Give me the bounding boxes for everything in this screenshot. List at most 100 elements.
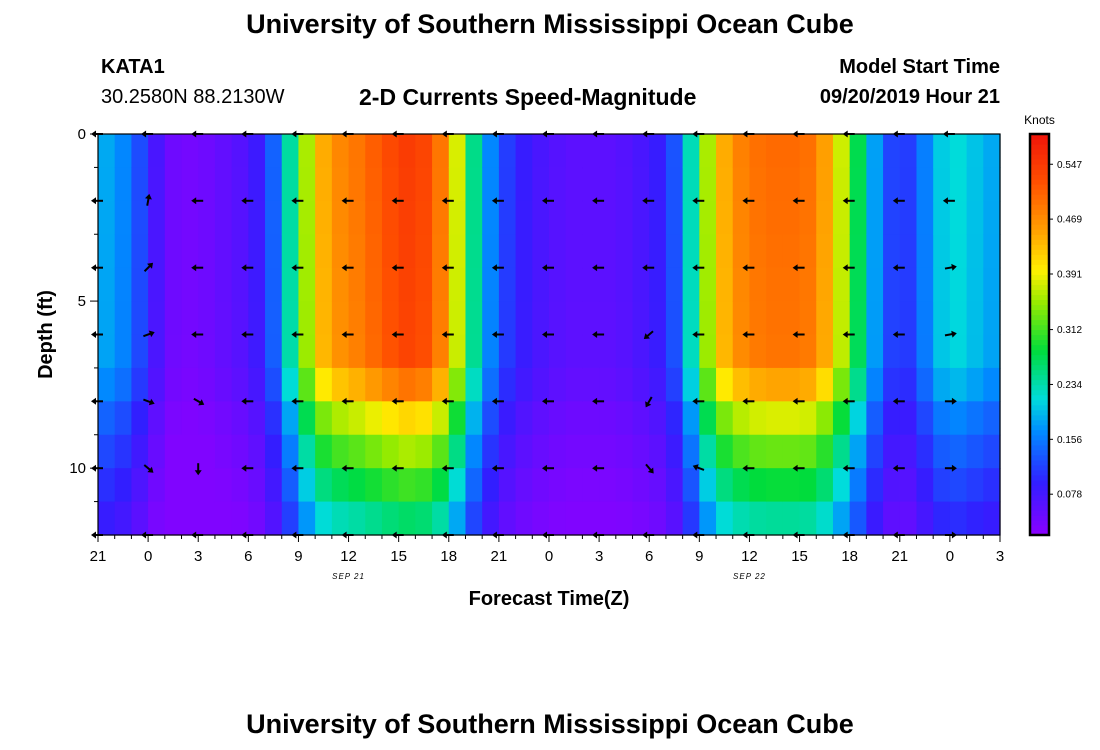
heatmap-cell (348, 434, 366, 469)
heatmap-cell (498, 134, 517, 169)
heatmap-cell (265, 267, 283, 302)
heatmap-cell (131, 200, 149, 235)
heatmap-cell (582, 468, 600, 503)
heatmap-cell (381, 134, 400, 169)
colorbar-segment (1030, 439, 1049, 446)
heatmap-cell (415, 434, 433, 469)
current-arrow (642, 264, 655, 272)
heatmap-cell (265, 200, 283, 235)
heatmap-cell (315, 200, 333, 235)
heatmap-cell (615, 200, 634, 235)
heatmap-cell (966, 468, 984, 503)
current-arrow (692, 397, 705, 405)
heatmap-cell (331, 134, 350, 169)
heatmap-cell (315, 301, 333, 336)
current-arrow (892, 197, 905, 205)
heatmap-cell (198, 167, 216, 202)
heatmap-cell (565, 234, 583, 269)
heatmap-cell (849, 234, 867, 269)
heatmap-cell (498, 234, 517, 269)
heatmap-cell (148, 200, 166, 235)
x-tick-label: 3 (194, 548, 202, 565)
heatmap-cell (281, 301, 300, 336)
current-arrow (441, 264, 454, 272)
colorbar-segment (1030, 189, 1049, 195)
heatmap-cell (131, 367, 149, 402)
colorbar-segment (1030, 409, 1049, 416)
heatmap-cell (766, 468, 784, 503)
heatmap-cell (448, 234, 467, 269)
heatmap-cell (749, 134, 767, 169)
heatmap-cell (749, 200, 767, 235)
heatmap-cell (381, 468, 400, 503)
current-arrow (842, 197, 855, 205)
heatmap-cell (214, 401, 233, 436)
heatmap-cell (432, 401, 450, 436)
heatmap-cell (181, 468, 199, 503)
heatmap-cell (565, 401, 583, 436)
heatmap-cell (298, 167, 316, 202)
heatmap-cell (265, 134, 283, 169)
current-arrow (592, 397, 605, 405)
heatmap-cell (415, 234, 433, 269)
heatmap-cell (98, 367, 116, 402)
heatmap-cell (415, 167, 433, 202)
x-tick-label: 15 (390, 548, 407, 565)
current-arrow (491, 264, 504, 272)
colorbar-segment (1030, 269, 1049, 275)
colorbar-segment (1030, 179, 1049, 185)
heatmap-cell (398, 334, 416, 369)
heatmap-cell (832, 234, 851, 269)
heatmap-cell (498, 501, 517, 536)
heatmap-cell (649, 367, 667, 402)
colorbar-segment (1030, 389, 1049, 396)
heatmap-cell (248, 434, 266, 469)
heatmap-cell (933, 367, 951, 402)
heatmap-cell (549, 501, 567, 536)
colorbar-segment (1030, 194, 1049, 200)
current-arrow (742, 264, 755, 272)
heatmap-cell (248, 334, 266, 369)
heatmap-cell (398, 301, 416, 336)
colorbar-segment (1030, 429, 1049, 436)
heatmap-cell (398, 367, 416, 402)
heatmap-cell (298, 234, 316, 269)
heatmap-cell (281, 267, 300, 302)
colorbar-segment (1030, 154, 1049, 160)
heatmap-cell (114, 334, 132, 369)
heatmap-cell (381, 367, 400, 402)
current-arrow (944, 464, 957, 472)
heatmap-cell (649, 401, 667, 436)
heatmap-cell (515, 401, 533, 436)
heatmap-cell (883, 501, 901, 536)
colorbar-segment (1030, 139, 1049, 145)
current-arrow (742, 464, 755, 472)
current-arrow (842, 464, 855, 472)
heatmap-cell (682, 367, 700, 402)
heatmap-cell (732, 167, 751, 202)
heatmap-cell (599, 434, 617, 469)
station-coordinates: 30.2580N 88.2130W (101, 86, 285, 108)
heatmap-cell (782, 334, 801, 369)
heatmap-cell (699, 134, 717, 169)
heatmap-cell (949, 468, 968, 503)
heatmap-cell (699, 367, 717, 402)
heatmap-cell (899, 301, 918, 336)
heatmap-cell (131, 334, 149, 369)
heatmap-cell (582, 401, 600, 436)
heatmap-cell (899, 134, 918, 169)
heatmap-cell (799, 200, 817, 235)
heatmap-cell (599, 301, 617, 336)
heatmap-cell (214, 367, 233, 402)
heatmap-cell (131, 167, 149, 202)
current-arrow (143, 398, 155, 406)
heatmap-cell (398, 234, 416, 269)
x-tick-label: 9 (695, 548, 703, 565)
heatmap-cell (549, 334, 567, 369)
heatmap-cell (515, 468, 533, 503)
heatmap-cell (415, 334, 433, 369)
x-tick-label: 18 (841, 548, 858, 565)
heatmap-cell (448, 468, 467, 503)
current-arrow (944, 263, 957, 271)
heatmap-cell (649, 501, 667, 536)
